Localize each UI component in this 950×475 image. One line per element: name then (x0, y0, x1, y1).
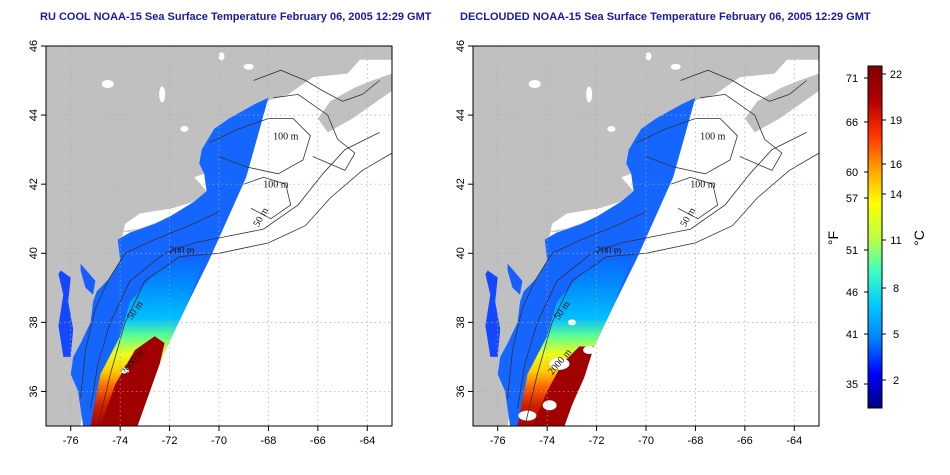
lake (528, 80, 541, 88)
contour-label: 200 m (169, 245, 195, 256)
fahrenheit-tick-label: 60 (846, 167, 858, 179)
contour-label: 100 m (690, 180, 716, 191)
temperature-colorbar: 71 66 60 57 51 46 41 35 22 19 16 14 11 8 5 2 °F °C (825, 65, 927, 409)
delaware-bay (507, 263, 523, 295)
cloud-gap (121, 367, 130, 374)
bathymetry-contour (80, 211, 220, 399)
fahrenheit-tick-label: 71 (846, 73, 858, 85)
bathymetry-contour (273, 93, 356, 171)
chesapeake-bay (58, 270, 74, 357)
fahrenheit-tick-label: 66 (846, 117, 858, 129)
celsius-axis-label: °C (911, 230, 927, 246)
lon-tick-label: -66 (310, 435, 326, 447)
lake (645, 52, 652, 61)
lat-tick-label: 40 (455, 247, 467, 259)
lat-tick-label: 42 (455, 178, 467, 190)
land-mass (46, 46, 392, 426)
bathymetry-contour (243, 176, 292, 220)
warm-sst-swath (517, 253, 634, 426)
colorbar-gradient (867, 65, 883, 409)
nova-scotia (317, 73, 392, 133)
celsius-tick-label: 16 (890, 159, 902, 171)
lake (180, 125, 189, 132)
celsius-tick-label: 8 (893, 283, 899, 295)
lat-tick-label: 38 (455, 316, 467, 328)
celsius-tick-label: 5 (893, 329, 899, 341)
lat-tick-label: 42 (28, 178, 40, 190)
cloud-gap (549, 357, 570, 370)
lat-tick-label: 40 (28, 247, 40, 259)
lon-tick-label: -64 (359, 435, 375, 447)
land-mass (473, 46, 819, 426)
lake (607, 125, 616, 132)
lat-tick-label: 44 (455, 109, 467, 121)
fahrenheit-tick-label: 51 (846, 245, 858, 257)
lat-tick-label: 44 (28, 109, 40, 121)
fahrenheit-tick-label: 35 (846, 379, 858, 391)
lat-tick-label: 46 (455, 40, 467, 52)
fahrenheit-tick-label: 41 (846, 329, 858, 341)
cloud-gap (567, 319, 576, 326)
lon-tick-label: -70 (638, 435, 654, 447)
chesapeake-bay (485, 270, 501, 357)
contour-label: 100 m (700, 131, 726, 142)
lon-tick-label: -72 (589, 435, 605, 447)
lake (218, 52, 225, 61)
bathymetry-contour (700, 93, 783, 171)
lon-tick-label: -70 (211, 435, 227, 447)
left-map-title: RU COOL NOAA-15 Sea Surface Temperature … (40, 11, 432, 23)
lon-tick-label: -74 (112, 435, 128, 447)
cloud-gap (142, 412, 153, 419)
lat-tick-label: 36 (28, 385, 40, 397)
bathymetry-contour (507, 211, 647, 399)
celsius-tick-label: 19 (890, 115, 902, 127)
celsius-tick-label: 2 (893, 375, 899, 387)
bathymetry-contour (670, 176, 719, 220)
celsius-tick-label: 11 (890, 235, 901, 247)
cloud-gap (542, 400, 557, 411)
delaware-bay (80, 263, 96, 295)
lon-tick-label: -68 (687, 435, 703, 447)
bathymetry-contour (517, 132, 807, 409)
lon-tick-label: -76 (490, 435, 506, 447)
fahrenheit-axis-label: °F (825, 231, 841, 245)
lon-tick-label: -74 (539, 435, 555, 447)
bathymetry-contour (635, 118, 738, 175)
bathymetry-contour (208, 118, 311, 175)
contour-label: 100 m (263, 180, 289, 191)
lake (670, 63, 681, 70)
bathymetry-contour (680, 69, 807, 102)
nova-scotia (744, 73, 819, 133)
fahrenheit-tick-label: 46 (846, 287, 858, 299)
lon-tick-label: -64 (786, 435, 802, 447)
lat-tick-label: 46 (28, 40, 40, 52)
cloud-gap (583, 346, 596, 354)
celsius-tick-label: 14 (890, 189, 902, 201)
lake (159, 86, 166, 103)
bathymetry-contour (253, 69, 380, 102)
lon-tick-label: -72 (162, 435, 178, 447)
lake (243, 63, 254, 70)
warm-core (100, 336, 165, 426)
celsius-tick-label: 22 (890, 69, 902, 81)
lat-tick-label: 36 (455, 385, 467, 397)
lake (586, 86, 593, 103)
bathymetry-contour (90, 132, 380, 409)
lon-tick-label: -76 (63, 435, 79, 447)
lon-tick-label: -66 (737, 435, 753, 447)
lake (101, 80, 114, 88)
right-map-title: DECLOUDED NOAA-15 Sea Surface Temperatur… (460, 11, 871, 23)
contour-label: 200 m (596, 245, 622, 256)
contour-label: 100 m (273, 131, 299, 142)
lat-tick-label: 38 (28, 316, 40, 328)
fahrenheit-tick-label: 57 (846, 193, 858, 205)
lon-tick-label: -68 (260, 435, 276, 447)
